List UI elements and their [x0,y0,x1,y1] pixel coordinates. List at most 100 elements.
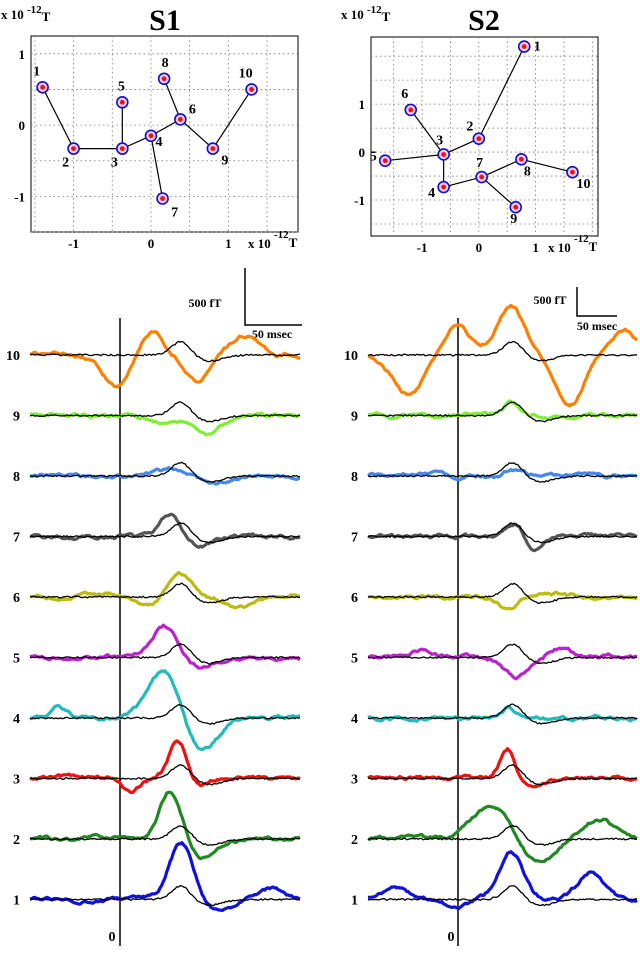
point-label-8: 8 [162,56,169,71]
channel-label-10: 10 [6,349,20,364]
trace-model-ch8 [29,461,301,483]
y-tick-label: 1 [359,97,366,112]
channel-label-8: 8 [13,470,20,485]
point-label-2: 2 [466,120,473,135]
channel-label-3: 3 [351,773,358,788]
channel-label-8: 8 [351,470,358,485]
channel-label-9: 9 [13,410,20,425]
channel-label-6: 6 [13,591,20,606]
trace-model-ch5 [367,643,638,665]
trace-measured-ch7 [29,512,301,549]
dipole-point-center [441,152,447,157]
trace-model-ch4 [29,703,301,725]
point-label-1: 1 [33,64,40,79]
channel-label-1: 1 [351,894,358,909]
dipole-point-center [570,169,575,175]
y-tick-label: -1 [14,189,25,204]
connector-line [163,78,181,120]
trace-panel-S1-traces: 500 fT 50 msec 0 10 9 8 7 6 5 4 3 2 1 [6,268,302,946]
trace-measured-ch8 [367,467,638,482]
dipole-point-center [148,133,154,139]
dipole-point-center [513,204,519,210]
dipole-point-center [119,99,125,105]
trace-measured-ch2 [367,804,638,864]
point-label-7: 7 [171,206,178,221]
dipole-point-center [479,174,485,180]
point-label-5: 5 [118,79,125,94]
dipole-point-center [71,146,76,152]
channel-label-2: 2 [351,833,358,848]
point-label-3: 3 [436,133,443,148]
point-label-5: 5 [370,150,377,165]
channel-label-1: 1 [13,894,20,909]
connector-line [443,138,480,156]
x-tick-label: -1 [68,236,79,251]
connector-line [385,153,444,162]
trace-measured-ch10 [367,303,639,408]
connector-line [410,109,445,155]
dipole-point-center [160,196,165,201]
trace-measured-ch6 [367,590,639,611]
plot-frame [30,35,299,233]
trace-model-ch8 [367,462,638,483]
connector-line [150,135,164,199]
trace-model-ch5 [29,643,301,665]
trace-model-ch1 [367,885,637,907]
x-axis-label: x 10 -12T [548,233,598,255]
panel-title: S1 [149,4,181,37]
trace-measured-ch7 [367,522,638,553]
trace-measured-ch9 [367,399,638,421]
connector-line [42,87,75,149]
point-label-1: 1 [534,40,541,55]
y-axis-label: x 10 -12T [1,4,51,24]
trace-measured-ch4 [29,669,301,752]
point-label-8: 8 [524,164,531,179]
point-label-10: 10 [576,177,590,192]
trace-measured-ch1 [367,850,638,911]
scale-bar [244,268,302,326]
connector-line [521,158,573,173]
dipole-point-center [408,107,414,113]
trace-model-ch4 [367,703,638,725]
trace-model-ch7 [29,522,301,544]
trace-measured-ch6 [29,570,301,610]
trace-model-ch10 [367,340,638,362]
x-axis-label: x 10 -12T [248,229,298,251]
point-label-3: 3 [111,156,118,171]
connector-line [481,158,522,178]
trace-measured-ch2 [29,790,301,861]
channel-label-2: 2 [13,833,20,848]
trace-measured-ch4 [367,705,638,723]
dipole-point-center [382,158,388,164]
dipole-point-center [476,136,482,142]
channel-label-4: 4 [351,712,358,727]
trace-model-ch7 [367,522,638,544]
x-tick-label: 0 [148,236,155,251]
channel-label-6: 6 [351,591,358,606]
trace-panel-S2-traces: 500 fT 50 msec 0 10 9 8 7 6 5 4 3 2 1 [344,287,639,946]
trace-model-ch6 [368,582,638,604]
scale-amp-label: 500 fT [189,296,222,310]
x-tick-label: 1 [225,236,232,251]
dipole-point-center [521,44,527,49]
scale-amp-label: 500 fT [534,293,567,307]
dipole-point-center [40,84,46,90]
point-label-2: 2 [62,156,69,171]
x-tick-label: 0 [476,240,483,255]
connector-line [481,176,517,208]
channel-label-7: 7 [13,531,20,546]
connector-line [478,46,525,139]
plot-frame [370,36,599,237]
x-tick-label: 1 [532,240,539,255]
y-tick-label: 0 [359,145,366,160]
dipole-point-center [177,116,183,122]
trace-measured-ch5 [367,646,638,681]
trace-measured-ch3 [367,747,638,789]
point-label-6: 6 [401,87,408,102]
dipole-point-center [249,87,254,92]
scale-time-label: 50 msec [577,319,618,333]
channel-label-3: 3 [13,773,20,788]
dipole-point-center [441,184,447,190]
